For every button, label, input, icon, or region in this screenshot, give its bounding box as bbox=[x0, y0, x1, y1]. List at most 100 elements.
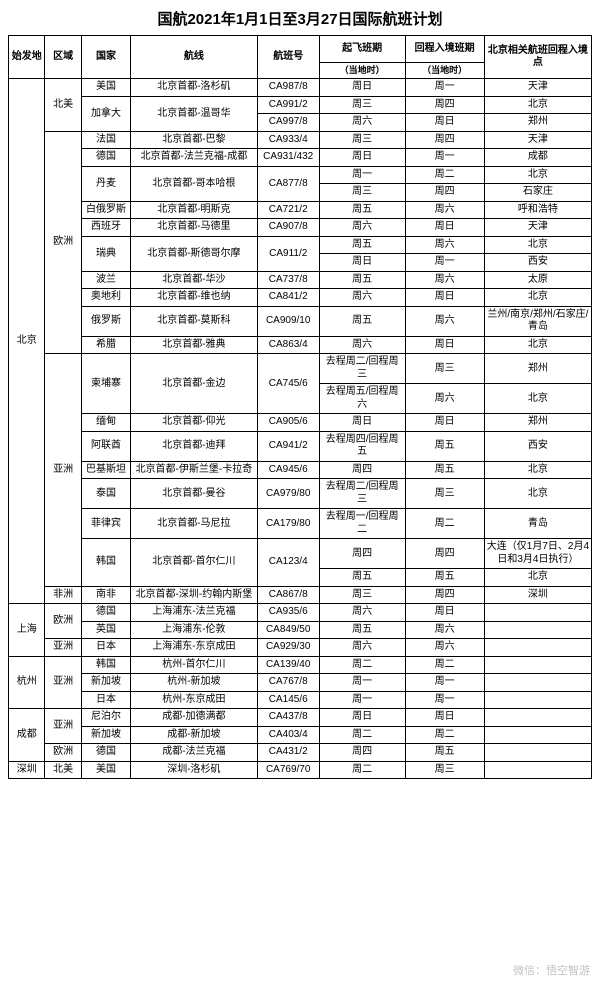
cell-country: 西班牙 bbox=[81, 219, 130, 237]
cell-entry: 北京 bbox=[484, 479, 591, 509]
cell-flight: CA945/6 bbox=[257, 461, 319, 479]
cell-ret: 周六 bbox=[405, 384, 484, 414]
watermark: 微信：悟空智游 bbox=[513, 962, 590, 978]
table-row: 上海欧洲德国上海浦东-法兰克福CA935/6周六周日 bbox=[9, 604, 592, 622]
cell-country: 新加坡 bbox=[81, 726, 130, 744]
cell-entry: 北京 bbox=[484, 336, 591, 354]
cell-ret: 周二 bbox=[405, 166, 484, 184]
cell-origin: 上海 bbox=[9, 604, 45, 657]
cell-dep: 周五 bbox=[319, 621, 405, 639]
col-dep: 起飞班期 bbox=[319, 36, 405, 63]
cell-flight: CA863/4 bbox=[257, 336, 319, 354]
cell-region: 非洲 bbox=[45, 586, 81, 604]
cell-country: 美国 bbox=[81, 761, 130, 779]
table-row: 英国上海浦东-伦敦CA849/50周五周六 bbox=[9, 621, 592, 639]
cell-dep: 周三 bbox=[319, 184, 405, 202]
cell-route: 北京首都-温哥华 bbox=[131, 96, 257, 131]
cell-country: 白俄罗斯 bbox=[81, 201, 130, 219]
cell-ret: 周一 bbox=[405, 674, 484, 692]
cell-region: 欧洲 bbox=[45, 744, 81, 762]
cell-flight: CA909/10 bbox=[257, 306, 319, 336]
cell-flight: CA991/2 bbox=[257, 96, 319, 114]
cell-route: 北京首都-伊斯兰堡-卡拉奇 bbox=[131, 461, 257, 479]
cell-entry: 大连（仅1月7日、2月4日和3月4日执行） bbox=[484, 539, 591, 569]
table-row: 波兰北京首都-华沙CA737/8周五周六太原 bbox=[9, 271, 592, 289]
cell-origin: 杭州 bbox=[9, 656, 45, 709]
cell-entry: 北京 bbox=[484, 236, 591, 254]
cell-entry: 西安 bbox=[484, 431, 591, 461]
cell-flight: CA721/2 bbox=[257, 201, 319, 219]
col-ret: 回程入境班期 bbox=[405, 36, 484, 63]
cell-flight: CA907/8 bbox=[257, 219, 319, 237]
col-ret-sub: （当地时） bbox=[405, 63, 484, 79]
cell-entry bbox=[484, 656, 591, 674]
page-title: 国航2021年1月1日至3月27日国际航班计划 bbox=[8, 8, 592, 29]
col-flight: 航班号 bbox=[257, 36, 319, 79]
cell-route: 北京首都-华沙 bbox=[131, 271, 257, 289]
cell-dep: 周三 bbox=[319, 96, 405, 114]
cell-route: 北京首都-曼谷 bbox=[131, 479, 257, 509]
cell-dep: 去程周四/回程周五 bbox=[319, 431, 405, 461]
cell-dep: 周六 bbox=[319, 289, 405, 307]
table-row: 缅甸北京首都-仰光CA905/6周日周日郑州 bbox=[9, 414, 592, 432]
cell-origin: 深圳 bbox=[9, 761, 45, 779]
cell-dep: 周二 bbox=[319, 761, 405, 779]
cell-ret: 周一 bbox=[405, 149, 484, 167]
cell-country: 波兰 bbox=[81, 271, 130, 289]
cell-ret: 周日 bbox=[405, 604, 484, 622]
cell-country: 法国 bbox=[81, 131, 130, 149]
cell-flight: CA979/80 bbox=[257, 479, 319, 509]
cell-entry: 郑州 bbox=[484, 354, 591, 384]
cell-flight: CA145/6 bbox=[257, 691, 319, 709]
table-row: 阿联酋北京首都-迪拜CA941/2去程周四/回程周五周五西安 bbox=[9, 431, 592, 461]
cell-dep: 周六 bbox=[319, 336, 405, 354]
cell-country: 韩国 bbox=[81, 656, 130, 674]
cell-country: 阿联酋 bbox=[81, 431, 130, 461]
cell-flight: CA877/8 bbox=[257, 166, 319, 201]
cell-entry: 太原 bbox=[484, 271, 591, 289]
cell-route: 北京首都-金边 bbox=[131, 354, 257, 414]
table-row: 成都亚洲尼泊尔成都-加德满都CA437/8周日周日 bbox=[9, 709, 592, 727]
cell-route: 北京首都-马尼拉 bbox=[131, 509, 257, 539]
cell-entry: 天津 bbox=[484, 131, 591, 149]
cell-entry bbox=[484, 761, 591, 779]
table-row: 菲律宾北京首都-马尼拉CA179/80去程周一/回程周二周二青岛 bbox=[9, 509, 592, 539]
table-row: 巴基斯坦北京首都-伊斯兰堡-卡拉奇CA945/6周四周五北京 bbox=[9, 461, 592, 479]
cell-country: 德国 bbox=[81, 149, 130, 167]
table-row: 希腊北京首都-雅典CA863/4周六周日北京 bbox=[9, 336, 592, 354]
cell-ret: 周二 bbox=[405, 656, 484, 674]
cell-flight: CA933/4 bbox=[257, 131, 319, 149]
cell-country: 德国 bbox=[81, 744, 130, 762]
cell-dep: 周五 bbox=[319, 569, 405, 587]
cell-entry: 北京 bbox=[484, 569, 591, 587]
table-row: 深圳北美美国深圳-洛杉矶CA769/70周二周三 bbox=[9, 761, 592, 779]
cell-ret: 周四 bbox=[405, 586, 484, 604]
cell-ret: 周六 bbox=[405, 201, 484, 219]
cell-route: 北京首都-迪拜 bbox=[131, 431, 257, 461]
cell-flight: CA941/2 bbox=[257, 431, 319, 461]
table-row: 奥地利北京首都-维也纳CA841/2周六周日北京 bbox=[9, 289, 592, 307]
cell-entry: 石家庄 bbox=[484, 184, 591, 202]
table-row: 亚洲柬埔寨北京首都-金边CA745/6去程周二/回程周三周三郑州 bbox=[9, 354, 592, 384]
table-row: 北京北美美国北京首都-洛杉矶CA987/8周日周一天津 bbox=[9, 79, 592, 97]
cell-region: 北美 bbox=[45, 761, 81, 779]
cell-flight: CA905/6 bbox=[257, 414, 319, 432]
cell-country: 丹麦 bbox=[81, 166, 130, 201]
cell-entry: 西安 bbox=[484, 254, 591, 272]
cell-dep: 周日 bbox=[319, 149, 405, 167]
cell-flight: CA123/4 bbox=[257, 539, 319, 587]
cell-entry: 郑州 bbox=[484, 114, 591, 132]
cell-ret: 周四 bbox=[405, 184, 484, 202]
cell-flight: CA437/8 bbox=[257, 709, 319, 727]
cell-dep: 周六 bbox=[319, 604, 405, 622]
cell-flight: CA745/6 bbox=[257, 354, 319, 414]
cell-region: 亚洲 bbox=[45, 709, 81, 744]
cell-dep: 周六 bbox=[319, 114, 405, 132]
cell-entry bbox=[484, 709, 591, 727]
cell-flight: CA987/8 bbox=[257, 79, 319, 97]
cell-ret: 周五 bbox=[405, 744, 484, 762]
table-row: 杭州亚洲韩国杭州-首尔仁川CA139/40周二周二 bbox=[9, 656, 592, 674]
table-row: 德国北京首都-法兰克福-成都CA931/432周日周一成都 bbox=[9, 149, 592, 167]
table-row: 欧洲德国成都-法兰克福CA431/2周四周五 bbox=[9, 744, 592, 762]
cell-flight: CA841/2 bbox=[257, 289, 319, 307]
